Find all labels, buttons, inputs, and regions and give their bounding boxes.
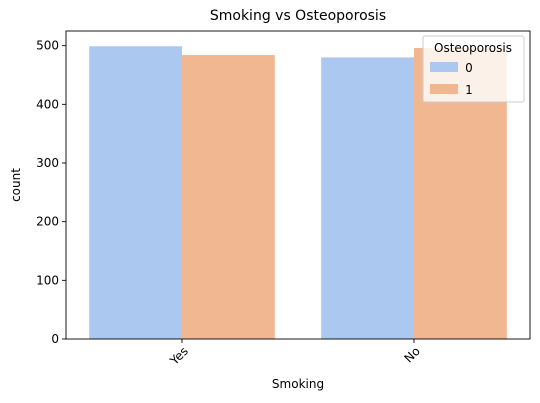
legend: Osteoporosis 0 1 xyxy=(422,35,525,103)
plot-frame xyxy=(65,30,531,340)
y-tick-label: 500 xyxy=(36,39,59,53)
bar-yes-series-1 xyxy=(182,55,275,339)
y-tick-label: 0 xyxy=(51,332,59,346)
x-axis-label: Smoking xyxy=(272,377,324,391)
legend-swatch-1 xyxy=(430,84,458,94)
bar-no-series-0 xyxy=(321,57,414,340)
y-tick-label: 300 xyxy=(36,156,59,170)
chart-title: Smoking vs Osteoporosis xyxy=(210,8,386,24)
y-axis: 0 100 200 300 400 500 xyxy=(36,39,66,346)
legend-label-0: 0 xyxy=(465,61,473,75)
bar-yes-series-0 xyxy=(89,46,182,340)
y-axis-label: count xyxy=(9,168,23,202)
legend-swatch-0 xyxy=(430,62,458,72)
y-tick-label: 400 xyxy=(36,97,59,111)
x-tick-label-yes: Yes xyxy=(167,344,191,368)
legend-label-1: 1 xyxy=(465,83,473,97)
y-tick-label: 100 xyxy=(36,273,59,287)
legend-title: Osteoporosis xyxy=(434,41,512,55)
x-axis: Yes No xyxy=(167,339,423,368)
y-tick-label: 200 xyxy=(36,215,59,229)
x-tick-label-no: No xyxy=(402,344,423,365)
